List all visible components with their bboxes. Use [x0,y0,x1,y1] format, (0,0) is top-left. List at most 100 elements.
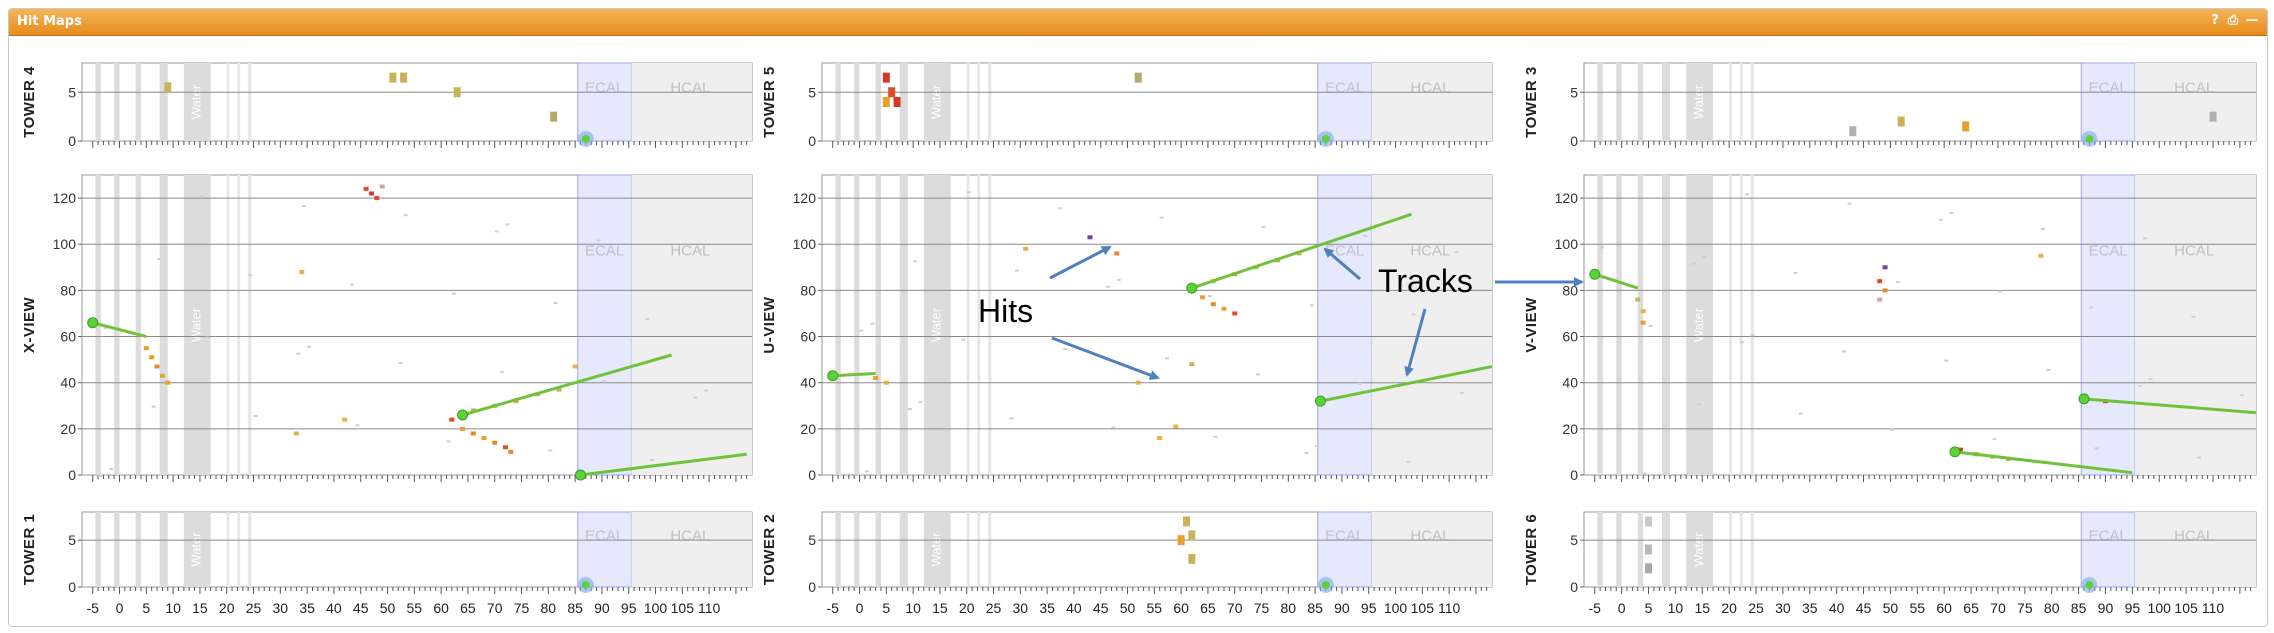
noise-hit [1702,255,1707,258]
hit-cell [1182,516,1190,527]
hit-cell [2038,253,2044,258]
noise-hit [103,327,108,330]
hit-cell [1210,302,1216,307]
help-button[interactable]: ? [2207,13,2223,29]
water-layer [875,63,881,141]
noise-hit [1600,246,1605,249]
hit-cell [1640,320,1646,325]
y-tick-label: 60 [1562,329,1578,345]
noise-hit [157,258,162,261]
noise-hit [1745,193,1750,196]
hit-cell [572,364,578,369]
annotation-arrow [1049,245,1112,280]
x-tick-label: 10 [165,600,181,616]
hit-cell [1188,530,1196,541]
water-layer [977,512,981,587]
noise-hit [403,214,408,217]
noise-hit [548,449,553,452]
hcal-label: HCAL [670,80,710,97]
x-tick-label: 5 [882,600,890,616]
hit-cell [481,436,487,441]
hit-cell [379,184,385,189]
noise-hit [1459,391,1464,394]
noise-hit [253,415,258,417]
x-axis: -5 0 5 10 15 20 25 30 35 40 45 50 55 60 65 70 75 80 85 90 95… [86,600,720,616]
noise-hit [199,195,204,198]
water-layer [1686,512,1714,587]
y-tick-label: 120 [53,190,77,206]
x-tick-label: 15 [932,600,948,616]
hcal-region [631,63,752,141]
y-tick-label: 40 [60,375,76,391]
water-layer [237,512,241,587]
water-layer [899,63,908,141]
noise-hit [500,371,505,374]
noise-hit [248,274,253,277]
water-layer [95,63,101,141]
tower-axis-label: Tower 1 [21,514,38,586]
water-layer [135,63,141,141]
y-tick-label: 5 [808,84,816,100]
water-layer [1637,512,1644,587]
water-layer [988,63,992,141]
noise-hit [1643,472,1648,475]
noise-hit [966,191,971,194]
x-tick-label: -5 [86,600,99,616]
y-tick-label: 5 [1570,84,1578,100]
view-plot: Water ECAL HCAL 0 20 40 60 80 100 120 V-View [1523,174,2257,483]
x-tick-label: 70 [1990,600,2006,616]
vertex-marker [1314,395,1326,407]
y-tick-label: 120 [1555,190,1579,206]
help-icon: ? [2211,13,2219,28]
vertex-marker [2085,581,2094,589]
water-layer [966,512,970,587]
water-layer [1750,63,1754,141]
water-layer [114,512,120,587]
x-tick-label: 55 [1910,600,1926,616]
hit-cell [1177,535,1185,546]
view-plot: Water ECAL HCAL 0 20 40 60 80 100 120 X-View [21,174,753,483]
y-tick-label: 20 [60,421,76,437]
x-tick-label: 10 [1668,600,1684,616]
x-tick-label: 45 [1093,600,1109,616]
ecal-label: ECAL [2089,242,2128,259]
noise-hit [644,318,649,321]
noise-hit [296,352,301,355]
x-tick-label: 85 [2071,600,2087,616]
noise-hit [1256,373,1261,376]
hit-cell [1645,516,1653,527]
hit-cell [492,440,498,445]
water-layer [226,63,230,141]
panel-title-bar[interactable]: Hit Maps ? ⎙ — [9,9,2267,36]
noise-hit [961,338,966,341]
noise-hit [2239,394,2244,397]
noise-hit [151,405,156,408]
noise-hit [1363,235,1368,237]
x-tick-label: 0 [1618,600,1626,616]
tracks-annotation: Tracks [1378,263,1473,299]
x-tick-label: 15 [192,600,208,616]
water-layer [1616,63,1622,141]
y-tick-label: 80 [60,282,76,298]
x-tick-label: 40 [1066,600,1082,616]
water-layer [1739,512,1743,587]
minimize-button[interactable]: — [2244,13,2260,29]
print-button[interactable]: ⎙ [2225,13,2241,29]
x-tick-label: 30 [273,600,289,616]
hit-cell [1114,251,1120,256]
ecal-region [2080,62,2136,142]
hit-cell [164,82,172,93]
y-tick-label: 40 [1562,375,1578,391]
hit-cell [550,111,558,122]
hit-cell [888,87,896,98]
vertex-marker [1321,581,1330,589]
water-layer [835,512,841,587]
hcal-region [1371,63,1492,141]
x-tick-label: 80 [541,600,557,616]
ecal-region [577,62,632,142]
noise-hit [693,396,698,399]
noise-hit [913,260,918,263]
water-layer [854,175,860,475]
hcal-label: HCAL [670,242,710,259]
x-tick-label: 45 [353,600,369,616]
